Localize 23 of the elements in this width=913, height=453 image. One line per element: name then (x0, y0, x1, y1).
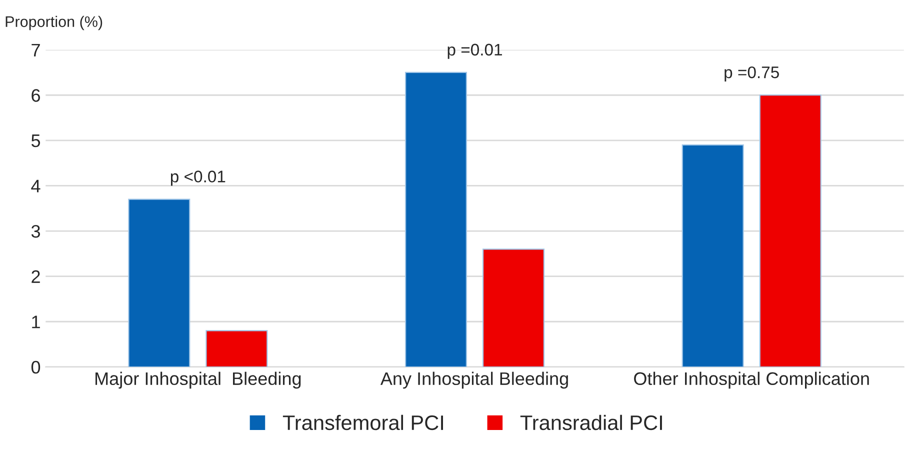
annotation: p <0.01 (170, 170, 226, 186)
y-tick-label: 2 (32, 270, 40, 283)
x-tick-label: Other Inhospital Complication (634, 372, 869, 389)
y-tick-label: 0 (31, 360, 40, 374)
y-tick-label: 4 (31, 180, 40, 192)
bar (482, 248, 545, 367)
y-tick-label: 3 (31, 224, 40, 238)
legend-label: Transfemoral PCI (282, 414, 444, 430)
bar (759, 94, 822, 367)
y-tick-label: 6 (32, 89, 40, 102)
y-tick-label: 5 (31, 134, 40, 148)
y-tick-label: 7 (32, 44, 40, 56)
y-tick-label: 1 (32, 316, 40, 328)
bar (404, 72, 468, 367)
bar (206, 330, 268, 367)
annotation: p =0.01 (448, 44, 502, 59)
y-axis-title: Proportion (%) (6, 16, 102, 30)
legend-label: Transradial PCI (520, 414, 662, 430)
annotation: p =0.75 (724, 66, 779, 82)
x-tick-label: Any Inhospital Bleeding (380, 372, 568, 389)
bar (682, 144, 744, 367)
bar (128, 198, 190, 367)
x-tick-label: Major Inhospital Bleeding (96, 372, 301, 389)
